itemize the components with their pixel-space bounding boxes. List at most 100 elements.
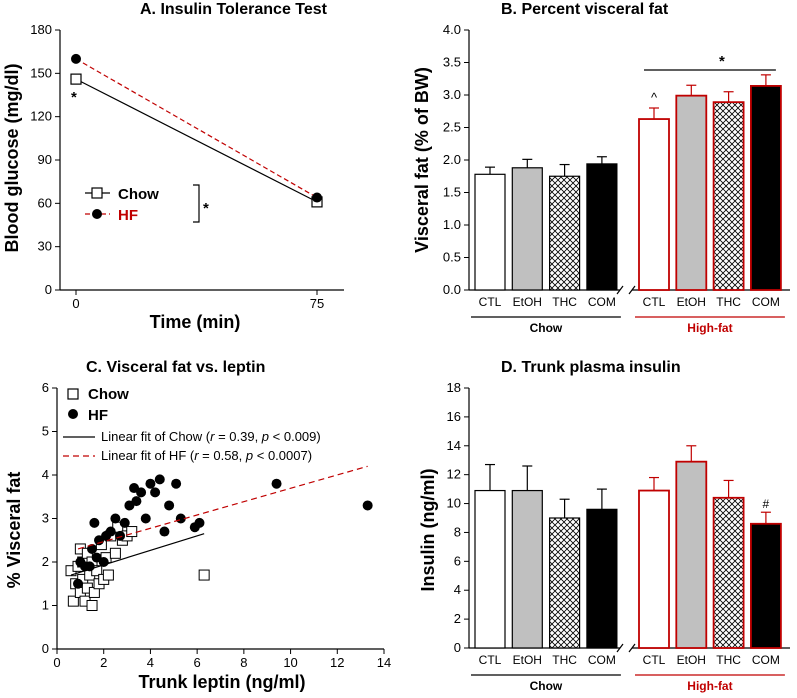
point-hf bbox=[131, 496, 142, 507]
legend-hf-marker bbox=[68, 409, 78, 419]
x-tick-label: 10 bbox=[283, 655, 297, 670]
point-hf bbox=[271, 478, 282, 489]
point-hf bbox=[119, 517, 130, 528]
time0-significance-star: * bbox=[71, 89, 77, 106]
point-hf bbox=[87, 543, 98, 554]
category-label: COM bbox=[752, 295, 780, 309]
y-tick-label: 0.5 bbox=[443, 250, 461, 265]
legend-significance-star: * bbox=[203, 200, 209, 217]
point-hf bbox=[89, 517, 100, 528]
bar-chow-etoh bbox=[511, 489, 543, 649]
panel-a: A. Insulin Tolerance Test 0 30 60 90 120 150 1… bbox=[2, 1, 344, 332]
bar-chow-com bbox=[586, 163, 618, 291]
point-hf bbox=[171, 478, 182, 489]
series-line-hf bbox=[75, 58, 318, 199]
category-label: CTL bbox=[643, 653, 666, 667]
category-label: THC bbox=[716, 653, 741, 667]
point-hf bbox=[164, 500, 175, 511]
y-tick-label: 4.0 bbox=[443, 22, 461, 37]
point-chow bbox=[126, 526, 138, 538]
y-tick-label: 0.0 bbox=[443, 282, 461, 297]
x-tick-label: 12 bbox=[330, 655, 344, 670]
group-label: Chow bbox=[530, 679, 563, 693]
category-label: CTL bbox=[479, 295, 502, 309]
x-tick-label: 4 bbox=[147, 655, 154, 670]
y-tick-label: 30 bbox=[38, 239, 52, 254]
axis-break bbox=[616, 643, 636, 653]
point-hf bbox=[312, 192, 322, 203]
y-tick-label: 8 bbox=[454, 524, 461, 539]
legend-hf-label: HF bbox=[88, 407, 108, 424]
bar-high-fat-thc bbox=[712, 101, 745, 291]
legend-hf-label: HF bbox=[118, 207, 138, 224]
bar-high-fat-etoh bbox=[675, 460, 708, 649]
legend-fit-hf-label: Linear fit of HF (r = 0.58, p < 0.0007) bbox=[101, 448, 312, 463]
point-hf bbox=[73, 578, 84, 589]
y-tick-label: 1.5 bbox=[443, 185, 461, 200]
hash-annotation: # bbox=[763, 497, 770, 511]
y-tick-label: 2.0 bbox=[443, 152, 461, 167]
y-tick-label: 18 bbox=[447, 380, 461, 395]
y-tick-label: 6 bbox=[42, 380, 49, 395]
bar-high-fat-thc bbox=[712, 496, 745, 649]
panel-a-axes: 0 30 60 90 120 150 180 0 75 bbox=[30, 22, 344, 311]
point-hf bbox=[150, 487, 161, 498]
category-label: EtOH bbox=[513, 295, 542, 309]
y-tick-label: 4 bbox=[454, 582, 461, 597]
y-tick-label: 120 bbox=[30, 109, 52, 124]
bar-chow-ctl bbox=[474, 489, 506, 649]
series-line-chow bbox=[75, 78, 318, 203]
y-tick-label: 0 bbox=[45, 282, 52, 297]
bar-high-fat-ctl bbox=[638, 118, 670, 291]
panel-c-y-axis-label: % Visceral fat bbox=[4, 472, 24, 589]
point-chow bbox=[109, 547, 121, 559]
significance-star: * bbox=[719, 53, 725, 70]
point-hf bbox=[159, 526, 170, 537]
point-chow bbox=[67, 595, 79, 607]
category-label: CTL bbox=[643, 295, 666, 309]
panel-d-title: D. Trunk plasma insulin bbox=[501, 359, 681, 376]
panel-c-x-axis-label: Trunk leptin (ng/ml) bbox=[139, 672, 306, 692]
legend-chow-marker bbox=[91, 187, 103, 199]
point-chow bbox=[70, 73, 82, 85]
category-label: THC bbox=[552, 295, 577, 309]
legend-fit-chow-label: Linear fit of Chow (r = 0.39, p < 0.009) bbox=[101, 429, 321, 444]
y-tick-label: 2 bbox=[454, 611, 461, 626]
bar-high-fat-com bbox=[750, 85, 782, 291]
panel-a-marks bbox=[70, 53, 323, 208]
point-chow bbox=[86, 600, 98, 611]
bar-chow-thc bbox=[548, 175, 581, 291]
legend-hf-marker bbox=[92, 209, 102, 219]
category-label: EtOH bbox=[677, 295, 706, 309]
x-tick-label: 14 bbox=[377, 655, 391, 670]
panel-b-y-axis-label: Visceral fat (% of BW) bbox=[412, 67, 432, 253]
y-tick-label: 14 bbox=[447, 438, 461, 453]
point-hf bbox=[140, 513, 151, 524]
y-tick-label: 12 bbox=[447, 467, 461, 482]
panel-b-marks: CTL EtOH THC COM Chow CTL EtOH THC COM High-fat ^ * bbox=[471, 53, 785, 335]
bar-chow-etoh bbox=[511, 167, 543, 291]
y-tick-label: 5 bbox=[42, 424, 49, 439]
y-tick-label: 10 bbox=[447, 496, 461, 511]
x-tick-label: 8 bbox=[240, 655, 247, 670]
point-hf bbox=[145, 478, 156, 489]
point-hf bbox=[175, 513, 186, 524]
bar-high-fat-etoh bbox=[675, 94, 708, 291]
x-tick-label: 0 bbox=[53, 655, 60, 670]
y-tick-label: 90 bbox=[38, 152, 52, 167]
category-label: CTL bbox=[479, 653, 502, 667]
panel-b: B. Percent visceral fat 0.0 0.5 1.0 1.5 2.0 2… bbox=[412, 1, 790, 335]
fit-line-chow bbox=[70, 533, 205, 576]
y-tick-label: 0 bbox=[454, 640, 461, 655]
point-hf bbox=[105, 526, 116, 537]
category-label: THC bbox=[552, 653, 577, 667]
panel-c-legend: Chow HF Linear fit of Chow (r = 0.39, p … bbox=[63, 386, 321, 463]
y-tick-label: 3.0 bbox=[443, 87, 461, 102]
point-hf bbox=[136, 487, 147, 498]
fit-line-hf bbox=[77, 465, 368, 550]
group-label: High-fat bbox=[687, 321, 732, 335]
panel-a-y-axis-label: Blood glucose (mg/dl) bbox=[2, 64, 22, 253]
legend-chow-label: Chow bbox=[118, 186, 159, 203]
